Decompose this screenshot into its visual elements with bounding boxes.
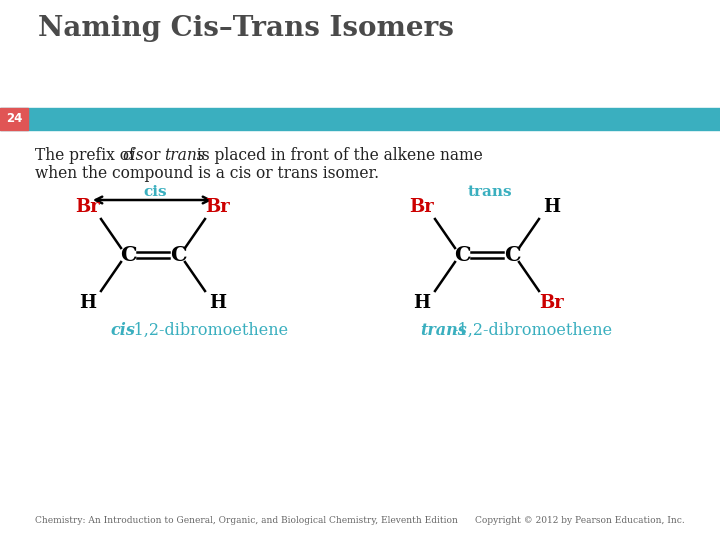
- Text: cis: cis: [110, 322, 135, 339]
- Text: is placed in front of the alkene name: is placed in front of the alkene name: [192, 147, 482, 164]
- Bar: [0, 108, 28, 130]
- Text: trans: trans: [420, 322, 467, 339]
- Text: H: H: [79, 294, 96, 312]
- Text: Br: Br: [539, 294, 564, 312]
- Text: Copyright © 2012 by Pearson Education, Inc.: Copyright © 2012 by Pearson Education, I…: [475, 516, 685, 525]
- Text: The prefix of: The prefix of: [35, 147, 140, 164]
- Text: C: C: [170, 245, 186, 265]
- Text: Chemistry: An Introduction to General, Organic, and Biological Chemistry, Eleven: Chemistry: An Introduction to General, O…: [35, 516, 458, 525]
- Bar: [0, 108, 720, 130]
- Text: trans: trans: [164, 147, 205, 164]
- Text: Br: Br: [206, 198, 230, 216]
- Text: cis: cis: [143, 185, 167, 199]
- Text: H: H: [210, 294, 227, 312]
- Text: 24: 24: [6, 112, 22, 125]
- Text: H: H: [544, 198, 560, 216]
- Text: H: H: [413, 294, 431, 312]
- Text: trans: trans: [468, 185, 513, 199]
- Text: Naming Cis–Trans Isomers: Naming Cis–Trans Isomers: [38, 15, 454, 42]
- Text: -1,2-dibromoethene: -1,2-dibromoethene: [128, 322, 288, 339]
- Text: Br: Br: [76, 198, 100, 216]
- Text: C: C: [504, 245, 521, 265]
- Text: -1,2-dibromoethene: -1,2-dibromoethene: [452, 322, 612, 339]
- Text: C: C: [120, 245, 136, 265]
- Text: cis: cis: [122, 147, 143, 164]
- Text: or: or: [139, 147, 166, 164]
- Text: C: C: [454, 245, 470, 265]
- Text: when the compound is a cis or trans isomer.: when the compound is a cis or trans isom…: [35, 165, 379, 182]
- Text: Br: Br: [410, 198, 434, 216]
